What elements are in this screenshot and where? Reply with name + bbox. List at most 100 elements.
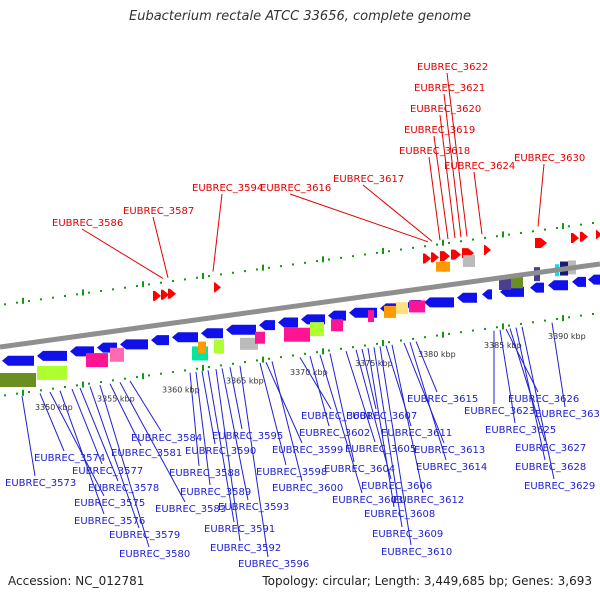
forward-callout [443,93,462,238]
kbp-tick-label: 3360 kbp [162,386,200,395]
forward-gene-label: EUBREC_3620 [410,104,481,115]
reverse-callout [195,371,211,486]
reverse-callout [499,329,516,424]
forward-gene-label: EUBREC_3616 [260,183,331,194]
forward-callout [212,193,223,272]
forward-callout [289,193,429,243]
forward-feature-arrow [423,253,431,264]
reverse-callout [319,354,363,494]
reverse-gene-label: EUBREC_3575 [74,498,145,509]
reverse-gene-label: EUBREC_3576 [74,516,145,527]
reverse-callout [221,368,249,501]
reverse-cds-arrow [548,280,568,291]
rrna-block [409,300,425,313]
reverse-callout [109,383,142,447]
reverse-cds-arrow [328,310,346,321]
reverse-callout [229,367,243,430]
reverse-callout [89,386,140,529]
reverse-callout [521,326,555,480]
reverse-callout [71,388,103,465]
rrna-block [331,319,343,332]
forward-gene-label: EUBREC_3630 [514,153,585,164]
forward-feature-arrow [440,251,450,262]
reverse-cds-arrow [588,274,600,285]
kbp-tick-label: 3375 kbp [355,359,393,368]
forward-feature-arrow [431,252,439,263]
reverse-gene-label: EUBREC_3579 [109,530,180,541]
reverse-gene-label: EUBREC_3609 [372,529,443,540]
reverse-callout [329,353,355,463]
reverse-cds-arrow [457,292,477,303]
reverse-cds-arrow [572,276,586,287]
reverse-gene-label: EUBREC_3611 [381,428,452,439]
reverse-gene-label: EUBREC_3613 [414,445,485,456]
reverse-gene-label: EUBREC_3606 [361,481,432,492]
rrna-block [0,373,36,387]
reverse-callout [551,322,566,408]
reverse-gene-label: EUBREC_3583 [155,504,226,515]
summary-text: Topology: circular; Length: 3,449,685 bp… [262,574,592,588]
reverse-gene-label: EUBREC_3627 [515,443,586,454]
forward-callout [439,114,456,239]
reverse-gene-label: EUBREC_3592 [210,543,281,554]
reverse-gene-label: EUBREC_3623 [464,406,535,417]
reverse-callout [309,355,330,427]
reverse-callout [49,391,105,497]
reverse-callout [409,342,447,461]
trna-block [368,310,374,323]
reverse-callout [385,345,412,427]
forward-feature-arrow [484,245,491,256]
rrna-block [37,365,67,380]
reverse-gene-label: EUBREC_3600 [272,483,343,494]
reverse-gene-label: EUBREC_3589 [180,487,251,498]
forward-callout [473,171,483,235]
trna-block [384,305,396,318]
reverse-cds-arrow [301,314,325,325]
reverse-gene-label: EUBREC_3612 [393,495,464,506]
reverse-gene-label: EUBREC_3602 [299,428,370,439]
reverse-gene-label: EUBREC_3626 [508,394,579,405]
reverse-callout [215,369,241,542]
forward-feature-arrow [596,229,600,240]
callout-lines [21,72,566,558]
reverse-cds-arrow [37,350,67,361]
reverse-gene-label: EUBREC_3631 [535,409,600,420]
reverse-cds-arrow [278,317,298,328]
forward-callout [81,228,164,279]
forward-gene-label: EUBREC_3594 [192,183,263,194]
forward-feature-arrow [451,249,461,260]
reverse-gene-label: EUBREC_3590 [185,446,256,457]
reverse-callout [99,385,150,548]
forward-gene-label: EUBREC_3619 [404,125,475,136]
reverse-gene-label: EUBREC_3608 [364,509,435,520]
reverse-cds-arrow [424,297,454,308]
reverse-cds-arrow [2,355,34,366]
reverse-gene-label: EUBREC_3615 [407,394,478,405]
reverse-gene-label: EUBREC_3588 [169,468,240,479]
misc-block [240,337,258,350]
reverse-gene-label: EUBREC_3604 [324,464,395,475]
reverse-gene-label: EUBREC_3605 [345,444,416,455]
reverse-callout [265,361,303,444]
reverse-callout [259,362,287,466]
reverse-gene-label: EUBREC_3603 [332,495,403,506]
forward-gene-label: EUBREC_3617 [333,174,404,185]
reverse-cds-arrow [482,289,492,300]
trna-block [198,341,206,354]
reverse-gene-label: EUBREC_3596 [238,559,309,570]
reverse-callout [391,344,424,494]
reverse-cds-arrow [201,328,223,339]
reverse-cds-arrow [151,335,169,346]
reverse-callout [361,348,377,410]
reverse-gene-label: EUBREC_3577 [72,466,143,477]
forward-callout [362,184,433,242]
reverse-gene-label: EUBREC_3610 [381,547,452,558]
reverse-gene-label: EUBREC_3581 [111,448,182,459]
misc-block [255,331,265,344]
forward-gene-label: EUBREC_3587 [123,206,194,217]
forward-callout [428,156,441,241]
reverse-callout [271,361,303,482]
reverse-cds-arrow [530,282,544,293]
